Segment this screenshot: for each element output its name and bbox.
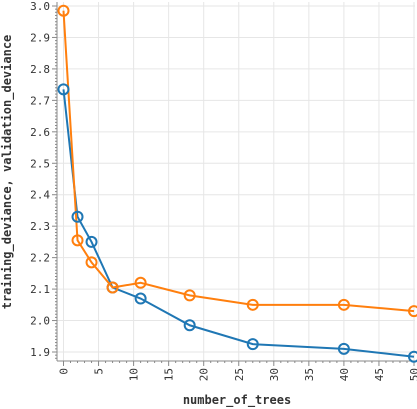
x-tick-label: 30 [268, 368, 281, 381]
tick-labels: 0 5 10 15 20 25 30 35 40 45 50 1.9 2.0 2.1 2.2 2.3 2.4 2.… [30, 0, 417, 381]
training-point [337, 342, 350, 355]
series-points [57, 4, 417, 363]
validation-point [183, 289, 196, 302]
training-point [134, 292, 147, 305]
x-tick-label: 35 [303, 368, 316, 381]
training-line [62, 89, 415, 358]
grid [57, 2, 415, 361]
y-tick-label: 3.0 [30, 0, 50, 13]
x-tick-label: 5 [93, 368, 106, 375]
x-tick-label: 25 [233, 368, 246, 381]
series-lines [62, 10, 415, 358]
validation-point [408, 305, 417, 318]
y-tick-label: 2.0 [30, 315, 50, 328]
y-tick-label: 2.6 [30, 126, 50, 139]
y-tick-label: 2.3 [30, 220, 50, 233]
y-tick-label: 2.9 [30, 31, 50, 44]
validation-point [57, 4, 70, 17]
training-point [71, 210, 84, 223]
training-point [408, 350, 417, 363]
x-axis-title: number_of_trees [183, 393, 291, 408]
y-tick-label: 2.1 [30, 283, 50, 296]
training-point [85, 235, 98, 248]
x-tick-label: 10 [128, 368, 141, 381]
y-tick-label: 2.5 [30, 157, 50, 170]
y-tick-label: 2.7 [30, 94, 50, 107]
validation-point [337, 298, 350, 311]
training-point [246, 338, 259, 351]
y-tick-label: 1.9 [30, 346, 50, 359]
validation-point [71, 234, 84, 247]
y-tick-label: 2.8 [30, 63, 50, 76]
y-tick-label: 2.4 [30, 189, 50, 202]
training-point [183, 319, 196, 332]
x-tick-label: 0 [58, 368, 71, 375]
y-axis-title: training_deviance, validation_deviance [0, 35, 15, 310]
validation-point [85, 256, 98, 269]
validation-point [134, 276, 147, 289]
validation-point [246, 298, 259, 311]
y-tick-label: 2.2 [30, 252, 50, 265]
x-tick-label: 45 [373, 368, 386, 381]
validation-point [106, 281, 119, 294]
x-tick-label: 15 [163, 368, 176, 381]
training-point [57, 83, 70, 96]
validation-line [62, 10, 415, 313]
axes [52, 2, 415, 366]
x-tick-label: 40 [338, 368, 351, 381]
x-tick-label: 20 [198, 368, 211, 381]
x-tick-label: 50 [408, 368, 417, 381]
